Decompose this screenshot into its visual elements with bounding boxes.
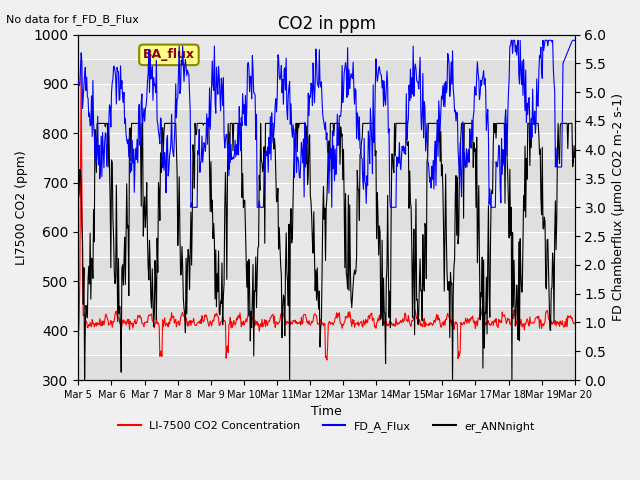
Y-axis label: LI7500 CO2 (ppm): LI7500 CO2 (ppm) <box>15 150 28 264</box>
Legend: LI-7500 CO2 Concentration, FD_A_Flux, er_ANNnight: LI-7500 CO2 Concentration, FD_A_Flux, er… <box>114 417 540 437</box>
Text: BA_flux: BA_flux <box>143 48 195 61</box>
Bar <box>79 59 575 84</box>
Text: No data for f_FD_B_Flux: No data for f_FD_B_Flux <box>6 14 140 25</box>
Bar <box>79 306 575 331</box>
Bar <box>79 355 575 380</box>
Y-axis label: FD Chamberflux (μmol CO2 m-2 s-1): FD Chamberflux (μmol CO2 m-2 s-1) <box>612 93 625 321</box>
Title: CO2 in ppm: CO2 in ppm <box>278 15 376 33</box>
Bar <box>79 108 575 133</box>
Bar <box>79 207 575 232</box>
Bar <box>79 257 575 281</box>
Bar <box>79 158 575 182</box>
X-axis label: Time: Time <box>311 405 342 418</box>
